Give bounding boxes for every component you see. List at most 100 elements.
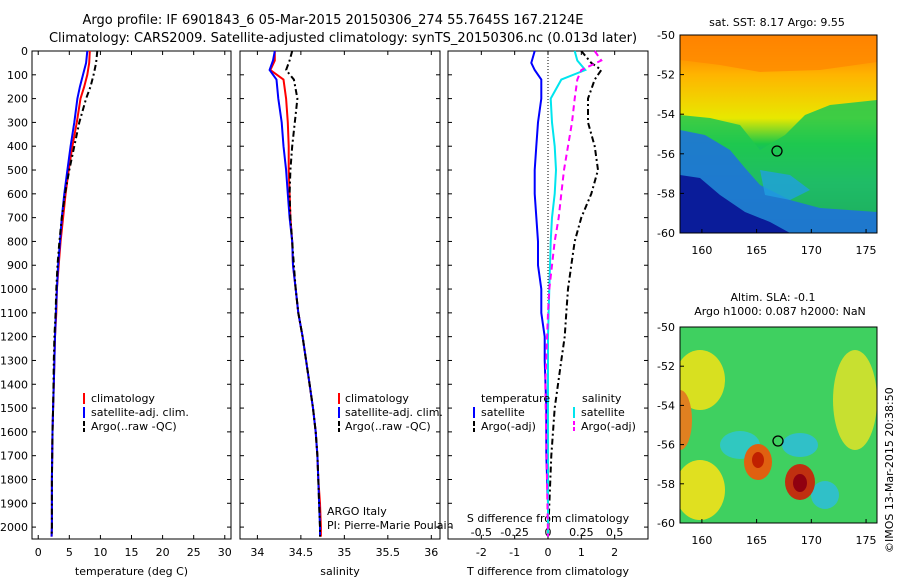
series-satellite-adj-clim-	[268, 50, 321, 537]
y-tick-label: 500	[7, 164, 28, 177]
sla-cyan-patch	[811, 481, 839, 509]
y-tick-label: 1400	[0, 378, 28, 391]
legend-heading-temperature: temperature	[481, 392, 550, 405]
legend-label-climatology: climatology	[345, 392, 409, 405]
map-y-tick-label: -56	[657, 148, 675, 161]
x-tick-label: 34	[250, 546, 264, 559]
map-x-tick-label: 175	[856, 534, 877, 547]
y-tick-label: 2000	[0, 521, 28, 534]
salinity-legend: climatology satellite-adj. clim. Argo(..…	[338, 392, 443, 433]
sla-cyan-patch	[782, 433, 818, 457]
map-y-tick-label: -56	[657, 439, 675, 452]
sla-yellow-patch	[680, 460, 725, 520]
map-y-tick-label: -52	[657, 360, 675, 373]
x-tick-label: -1	[509, 546, 520, 559]
x-tick-label: 30	[218, 546, 232, 559]
y-tick-label: 800	[7, 235, 28, 248]
sst-map-frame	[679, 34, 878, 234]
x-tick-label: 15	[125, 546, 139, 559]
legend-label-temp-argo: Argo(-adj)	[481, 420, 536, 433]
top-x-tick-label: 0.5	[606, 526, 624, 539]
x-tick-label: 35	[337, 546, 351, 559]
y-tick-label: 1900	[0, 497, 28, 510]
sla-argo-marker	[772, 435, 784, 447]
legend-label-satellite: satellite-adj. clim.	[345, 406, 443, 419]
sla-map-axes: 160 165 170 175 -50 -52 -54 -56 -58 -60	[657, 321, 877, 547]
y-tick-label: 400	[7, 140, 28, 153]
y-tick-label: 1500	[0, 402, 28, 415]
sst-coldest-region	[680, 175, 790, 233]
sla-yellow-patch	[833, 350, 877, 450]
y-tick-label: 0	[21, 45, 28, 58]
y-tick-label: 1600	[0, 426, 28, 439]
x-tick-label: 5	[66, 546, 73, 559]
legend-heading-salinity: salinity	[582, 392, 622, 405]
sst-map: sat. SST: 8.17 Argo: 9.55 160 165 170 175 -5…	[657, 16, 878, 257]
sla-map-frame	[679, 326, 878, 524]
map-y-tick-label: -60	[657, 517, 675, 530]
x-tick-label: 10	[93, 546, 107, 559]
y-tick-label: 700	[7, 212, 28, 225]
map-x-tick-label: 160	[691, 534, 712, 547]
credit-text: ©IMOS 13-Mar-2015 20:38:50	[883, 387, 896, 553]
map-y-tick-label: -58	[657, 187, 675, 200]
map-x-tick-label: 175	[856, 244, 877, 257]
map-y-tick-label: -58	[657, 478, 675, 491]
sst-warm-region	[680, 35, 877, 72]
sla-high-core	[793, 474, 807, 492]
x-tick-label: 1	[578, 546, 585, 559]
y-tick-label: 1300	[0, 354, 28, 367]
legend-label-satellite: satellite-adj. clim.	[91, 406, 189, 419]
legend-label-sal-satellite: satellite	[581, 406, 625, 419]
x-tick-label: -2	[476, 546, 487, 559]
figure-title-line2: Climatology: CARS2009. Satellite-adjuste…	[49, 31, 637, 46]
salinity-panel: 34 34.5 35 35.5 36 salinity	[239, 50, 441, 578]
x-tick-label: 25	[187, 546, 201, 559]
y-tick-label: 200	[7, 93, 28, 106]
legend-label-argo: Argo(..raw -QC)	[345, 420, 431, 433]
map-x-tick-label: 170	[801, 244, 822, 257]
y-tick-label: 1100	[0, 307, 28, 320]
sst-cyan-patch	[760, 170, 810, 200]
series-argo-raw-qc-	[50, 50, 99, 537]
x-tick-label: 35.5	[376, 546, 401, 559]
top-x-tick-label: 0.25	[569, 526, 594, 539]
sla-high-core	[752, 452, 764, 468]
sla-map-title-line2: Argo h1000: 0.087 h2000: NaN	[694, 305, 866, 318]
y-tick-label: 1200	[0, 331, 28, 344]
annotation-project: ARGO Italy	[327, 505, 387, 518]
legend-label-temp-satellite: satellite	[481, 406, 525, 419]
sst-argo-marker	[771, 145, 783, 157]
y-tick-label: 1700	[0, 450, 28, 463]
y-tick-label: 1000	[0, 283, 28, 296]
x-axis-label: salinity	[320, 565, 360, 578]
x-tick-label: 20	[156, 546, 170, 559]
top-x-tick-label: -0.5	[471, 526, 492, 539]
x-axis-label: temperature (deg C)	[75, 565, 188, 578]
map-y-tick-label: -54	[657, 399, 675, 412]
annotation-pi: PI: Pierre-Marie Poulain	[327, 519, 454, 532]
difference-panel: -2 -1 0 1 2-0.5 -0.25 0 0.25 0.5S difference fro…	[447, 50, 649, 578]
y-tick-label: 1800	[0, 473, 28, 486]
series-temperature-argo-adj-	[547, 50, 603, 537]
map-y-tick-label: -60	[657, 227, 675, 240]
map-y-tick-label: -54	[657, 108, 675, 121]
y-tick-label: 900	[7, 259, 28, 272]
x-tick-label: 0	[35, 546, 42, 559]
x-axis-label: T difference from climatology	[466, 565, 629, 578]
legend-label-sal-argo: Argo(-adj)	[581, 420, 636, 433]
top-x-tick-label: -0.25	[500, 526, 528, 539]
legend-label-argo: Argo(..raw -QC)	[91, 420, 177, 433]
y-tick-label: 300	[7, 116, 28, 129]
sla-yellow-patch	[680, 350, 725, 410]
map-x-tick-label: 160	[691, 244, 712, 257]
x-tick-label: 2	[611, 546, 618, 559]
sst-map-title: sat. SST: 8.17 Argo: 9.55	[709, 16, 845, 29]
x-tick-label: 36	[424, 546, 438, 559]
temperature-plot-area	[31, 50, 232, 540]
temperature-legend: climatology satellite-adj. clim. Argo(..…	[83, 392, 189, 433]
legend-label-climatology: climatology	[91, 392, 155, 405]
sla-map-title-line1: Altim. SLA: -0.1	[730, 291, 815, 304]
y-tick-label: 600	[7, 188, 28, 201]
